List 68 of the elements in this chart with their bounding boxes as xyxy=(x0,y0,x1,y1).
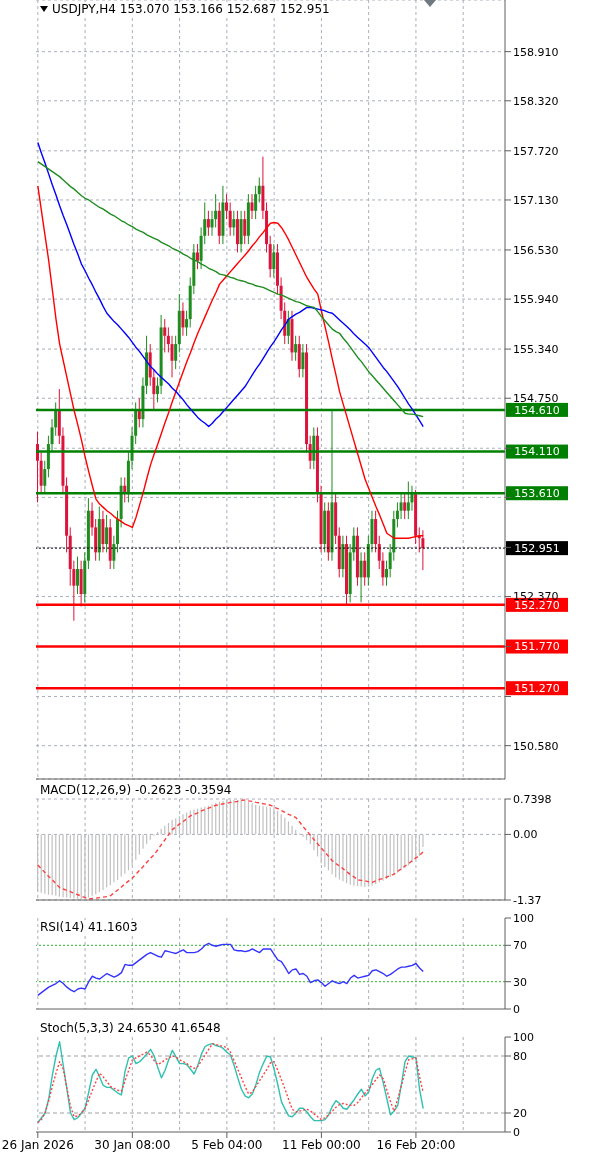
y-tick-label: 154.750 xyxy=(513,392,559,406)
candlestick xyxy=(250,193,254,220)
x-tick-label: 16 Feb 20:00 xyxy=(376,1137,456,1152)
candlestick xyxy=(294,335,298,362)
candlestick xyxy=(385,560,389,587)
chart-title: USDJPY,H4 153.070 153.166 152.687 152.951 xyxy=(52,2,330,16)
x-tick-label: 5 Feb 04:00 xyxy=(191,1137,263,1152)
y-tick-label: 155.340 xyxy=(513,343,559,356)
y-tick-label: 150.580 xyxy=(513,739,559,753)
y-tick-label: 100 xyxy=(513,1030,534,1044)
candlestick xyxy=(301,343,305,378)
candlestick xyxy=(75,556,79,595)
candlestick xyxy=(163,318,167,353)
line-series xyxy=(37,942,424,997)
candlestick xyxy=(286,310,290,345)
line-series xyxy=(37,185,424,539)
x-tick-label: 11 Feb 00:00 xyxy=(282,1137,361,1152)
candlestick xyxy=(112,535,116,570)
y-tick-label: 100 xyxy=(513,911,534,925)
ref-line-label: 153.610 xyxy=(514,487,560,501)
y-tick-label: 0.00 xyxy=(513,828,538,842)
candlestick xyxy=(174,335,178,370)
candlestick xyxy=(257,176,261,203)
y-tick-label: 156.530 xyxy=(513,243,559,257)
x-tick-label: 26 Jan 2026 xyxy=(1,1137,74,1152)
chart-title: RSI(14) 41.1603 xyxy=(40,920,138,934)
y-tick-label: 157.130 xyxy=(513,193,559,207)
candlestick xyxy=(399,493,403,520)
candlestick xyxy=(43,460,47,495)
y-tick-label: -1.37 xyxy=(513,893,542,907)
ref-line-label: 154.110 xyxy=(514,445,560,459)
chart-title: MACD(12,26,9) -0.2623 -0.3594 xyxy=(40,783,232,797)
candlestick xyxy=(254,185,258,220)
y-tick-label: 20 xyxy=(513,1106,527,1120)
y-tick-label: 0.7398 xyxy=(513,792,552,806)
candlestick xyxy=(232,210,236,237)
y-tick-label: 80 xyxy=(513,1049,527,1063)
candlestick xyxy=(363,551,367,587)
ref-line-label: 154.610 xyxy=(514,403,560,417)
line-series xyxy=(37,799,424,900)
candlestick xyxy=(272,243,276,278)
candlestick xyxy=(406,481,410,520)
candlestick xyxy=(206,210,210,237)
y-tick-label: 30 xyxy=(513,975,527,989)
y-tick-label: 0 xyxy=(513,1002,520,1016)
y-tick-label: 157.720 xyxy=(513,144,559,158)
chart-title: Stoch(5,3,3) 24.6530 41.6548 xyxy=(40,1021,221,1035)
candlestick xyxy=(228,201,232,237)
y-tick-label: 158.320 xyxy=(513,94,559,108)
x-tick-label: 30 Jan 08:00 xyxy=(94,1137,171,1152)
candlestick xyxy=(137,397,141,428)
candlestick xyxy=(243,210,247,245)
candlestick xyxy=(185,310,189,337)
candlestick xyxy=(359,551,363,603)
y-tick-label: 0 xyxy=(513,1125,520,1139)
candlestick xyxy=(225,193,229,220)
ref-line-label: 151.270 xyxy=(514,682,560,696)
candlestick xyxy=(105,514,109,553)
candlestick xyxy=(403,493,407,520)
y-tick-label: 158.910 xyxy=(513,45,559,59)
ref-line-label: 151.770 xyxy=(514,640,560,654)
candlestick xyxy=(181,301,185,337)
candlestick xyxy=(421,529,425,571)
candlestick xyxy=(170,335,174,378)
y-tick-label: 70 xyxy=(513,939,527,953)
ref-line-label: 152.951 xyxy=(514,541,560,555)
y-tick-label: 155.940 xyxy=(513,293,559,307)
candlestick xyxy=(195,243,199,270)
